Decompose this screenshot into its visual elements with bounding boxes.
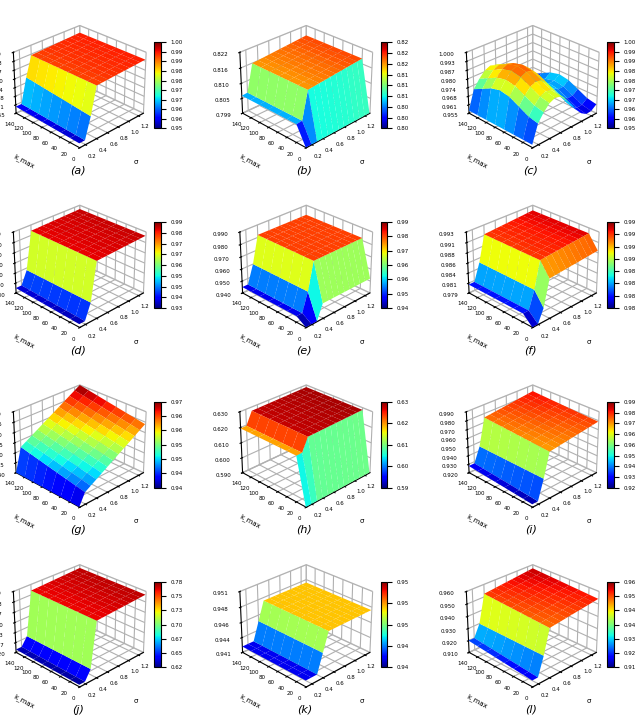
Text: (l): (l) (525, 705, 537, 715)
Y-axis label: k_max: k_max (465, 153, 488, 171)
Y-axis label: k_max: k_max (12, 513, 35, 530)
Text: (f): (f) (525, 345, 537, 355)
X-axis label: σ: σ (586, 518, 591, 524)
X-axis label: σ: σ (133, 338, 138, 345)
X-axis label: σ: σ (133, 698, 138, 704)
Text: (j): (j) (72, 705, 84, 715)
Text: (e): (e) (296, 345, 312, 355)
Y-axis label: k_max: k_max (12, 333, 35, 350)
X-axis label: σ: σ (586, 159, 591, 165)
X-axis label: σ: σ (360, 518, 364, 524)
X-axis label: σ: σ (586, 698, 591, 704)
Text: (a): (a) (70, 166, 86, 176)
Text: (g): (g) (70, 525, 86, 535)
X-axis label: σ: σ (586, 338, 591, 345)
Text: (k): (k) (297, 705, 312, 715)
Text: (h): (h) (296, 525, 312, 535)
Y-axis label: k_max: k_max (12, 153, 35, 171)
Y-axis label: k_max: k_max (239, 153, 262, 171)
X-axis label: σ: σ (133, 518, 138, 524)
Y-axis label: k_max: k_max (239, 333, 262, 350)
Y-axis label: k_max: k_max (239, 513, 262, 530)
Y-axis label: k_max: k_max (239, 693, 262, 710)
Y-axis label: k_max: k_max (465, 333, 488, 350)
X-axis label: σ: σ (360, 338, 364, 345)
Y-axis label: k_max: k_max (465, 513, 488, 530)
X-axis label: σ: σ (360, 159, 364, 165)
X-axis label: σ: σ (133, 159, 138, 165)
Y-axis label: k_max: k_max (465, 693, 488, 710)
Text: (c): (c) (524, 166, 538, 176)
Text: (i): (i) (525, 525, 537, 535)
Text: (b): (b) (296, 166, 312, 176)
X-axis label: σ: σ (360, 698, 364, 704)
Text: (d): (d) (70, 345, 86, 355)
Y-axis label: k_max: k_max (12, 693, 35, 710)
